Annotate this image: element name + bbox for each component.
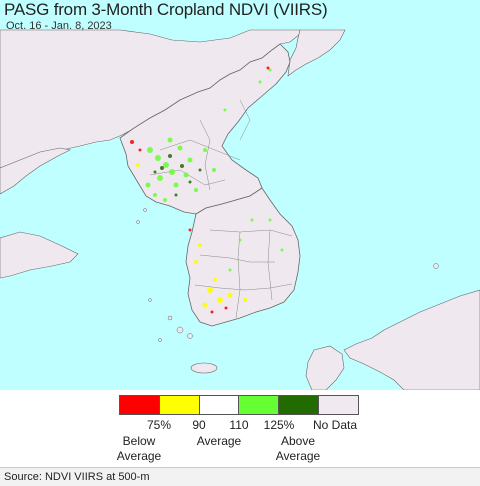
legend-category-average: Average	[196, 434, 242, 448]
legend-swatch-90-110	[199, 396, 240, 414]
legend-tick-no-data: No Data	[312, 418, 358, 432]
legend-swatch-110-125	[239, 396, 280, 414]
jeju-island	[190, 362, 218, 374]
legend-swatch-no-data	[319, 396, 358, 414]
japan-landmass	[343, 289, 480, 390]
legend-tick-110: 110	[229, 418, 249, 432]
legend-tick-125: 125%	[263, 418, 295, 432]
map-title: PASG from 3-Month Cropland NDVI (VIIRS)	[4, 0, 328, 19]
legend-swatch-above-125	[279, 396, 320, 414]
legend-category-below-average: Below Average	[116, 434, 162, 463]
ndvi-pixels	[130, 66, 284, 314]
date-range: Oct. 16 - Jan. 8, 2023	[6, 20, 112, 32]
legend-tick-90: 90	[192, 418, 206, 432]
kyushu-island	[305, 345, 345, 390]
province-borders	[149, 99, 293, 319]
map-canvas	[0, 29, 480, 390]
liaodong-peninsula	[0, 147, 71, 195]
small-islands	[136, 208, 439, 342]
map-panel: PASG from 3-Month Cropland NDVI (VIIRS) …	[0, 0, 480, 390]
south-korea	[185, 187, 301, 327]
shandong-peninsula	[0, 231, 79, 279]
russia-landmass	[287, 29, 346, 77]
legend-tick-75: 75%	[146, 418, 172, 432]
legend-swatch-75-90	[159, 396, 200, 414]
source-footer: Source: NDVI VIIRS at 500-m	[0, 467, 480, 486]
legend-swatch-below-75	[120, 396, 160, 414]
source-text: Source: NDVI VIIRS at 500-m	[4, 471, 150, 483]
legend-category-above-average: Above Average	[275, 434, 321, 463]
legend-color-bar	[119, 395, 359, 415]
north-korea	[119, 43, 291, 215]
